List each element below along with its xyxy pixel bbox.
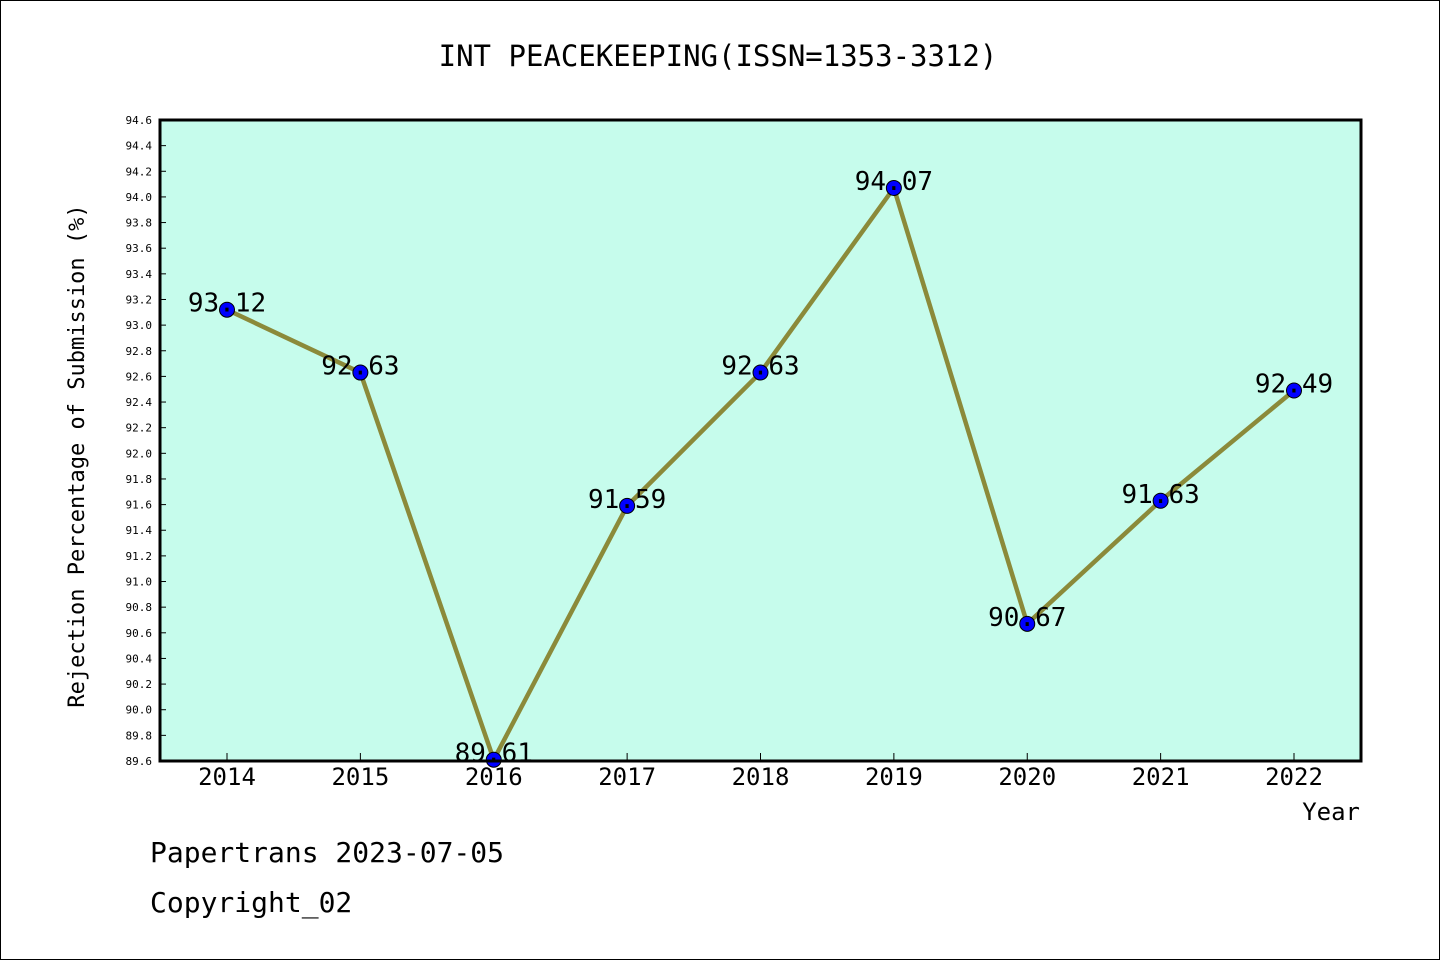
y-tick-label: 93.8 bbox=[126, 217, 153, 230]
y-tick-label: 92.0 bbox=[126, 447, 153, 460]
y-tick-label: 90.4 bbox=[126, 652, 153, 665]
data-point-marker bbox=[1152, 492, 1169, 509]
y-tick-label: 94.6 bbox=[126, 114, 153, 127]
data-value-label: 92.63 bbox=[721, 352, 799, 382]
y-tick-label: 91.2 bbox=[126, 550, 153, 563]
footer-date-text: Papertrans 2023-07-05 bbox=[150, 836, 505, 869]
data-point-marker bbox=[1286, 382, 1302, 399]
y-tick-label: 91.8 bbox=[126, 473, 153, 486]
x-tick-label: 2017 bbox=[598, 763, 656, 791]
y-tick-label: 91.4 bbox=[126, 524, 153, 537]
x-tick-label: 2014 bbox=[198, 763, 256, 791]
data-point-marker bbox=[885, 179, 902, 196]
y-tick-label: 90.0 bbox=[126, 704, 153, 717]
data-point-marker bbox=[1019, 615, 1036, 632]
y-tick-label: 94.4 bbox=[126, 140, 153, 153]
x-tick-label: 2019 bbox=[865, 763, 923, 791]
y-tick-label: 91.0 bbox=[126, 576, 153, 589]
data-value-label: 94.07 bbox=[855, 167, 933, 197]
y-axis-ticks: 89.6 89.8 90.0 90.2 90.4 90.6 90.8 91.0 91.2 91.4… bbox=[126, 114, 166, 768]
y-tick-label: 90.2 bbox=[126, 678, 153, 691]
plot-area bbox=[160, 120, 1361, 761]
x-axis-label: Year bbox=[1302, 798, 1360, 826]
data-value-label: 91.59 bbox=[588, 485, 666, 515]
y-tick-label: 93.6 bbox=[126, 242, 153, 255]
y-tick-label: 92.6 bbox=[126, 370, 153, 383]
x-tick-label: 2018 bbox=[732, 763, 790, 791]
y-tick-label: 91.6 bbox=[126, 499, 153, 512]
data-value-label: 93.12 bbox=[188, 289, 266, 319]
x-axis-ticks: 2014 2015 2016 2017 2018 2019 2020 2021 2022 bbox=[198, 753, 1323, 791]
data-point-marker bbox=[752, 364, 769, 381]
data-point-marker bbox=[219, 301, 235, 318]
y-tick-label: 92.4 bbox=[126, 396, 153, 409]
x-tick-label: 2022 bbox=[1265, 763, 1323, 791]
y-tick-label: 93.4 bbox=[126, 268, 153, 281]
data-point-marker bbox=[352, 364, 369, 381]
data-value-label: 89.61 bbox=[455, 739, 533, 769]
y-tick-label: 93.2 bbox=[126, 293, 153, 306]
chart-title: INT PEACEKEEPING(ISSN=1353-3312) bbox=[439, 39, 998, 73]
series-markers bbox=[219, 179, 1302, 768]
data-labels: 93.12 92.63 89.61 91.59 92.63 94.07 90.67 91.63… bbox=[188, 167, 1333, 769]
y-tick-label: 92.8 bbox=[126, 345, 153, 358]
y-tick-label: 89.6 bbox=[126, 755, 153, 768]
data-value-label: 91.63 bbox=[1121, 480, 1199, 510]
y-tick-label: 93.0 bbox=[126, 319, 153, 332]
y-tick-label: 94.2 bbox=[126, 165, 153, 178]
data-value-label: 92.63 bbox=[321, 352, 399, 382]
footer-copyright-text: Copyright_02 bbox=[150, 886, 353, 919]
y-tick-label: 89.8 bbox=[126, 729, 153, 742]
x-tick-label: 2015 bbox=[331, 763, 389, 791]
y-tick-label: 92.2 bbox=[126, 422, 153, 435]
y-tick-label: 94.0 bbox=[126, 191, 153, 204]
x-tick-label: 2021 bbox=[1132, 763, 1190, 791]
x-tick-label: 2020 bbox=[998, 763, 1056, 791]
data-value-label: 92.49 bbox=[1255, 370, 1333, 400]
y-tick-label: 90.6 bbox=[126, 627, 153, 640]
y-tick-label: 90.8 bbox=[126, 601, 153, 614]
plot-border bbox=[158, 118, 1363, 763]
data-point-marker bbox=[619, 497, 636, 514]
y-axis-label: Rejection Percentage of Submission (%) bbox=[65, 204, 90, 707]
data-value-label: 90.67 bbox=[988, 603, 1066, 633]
